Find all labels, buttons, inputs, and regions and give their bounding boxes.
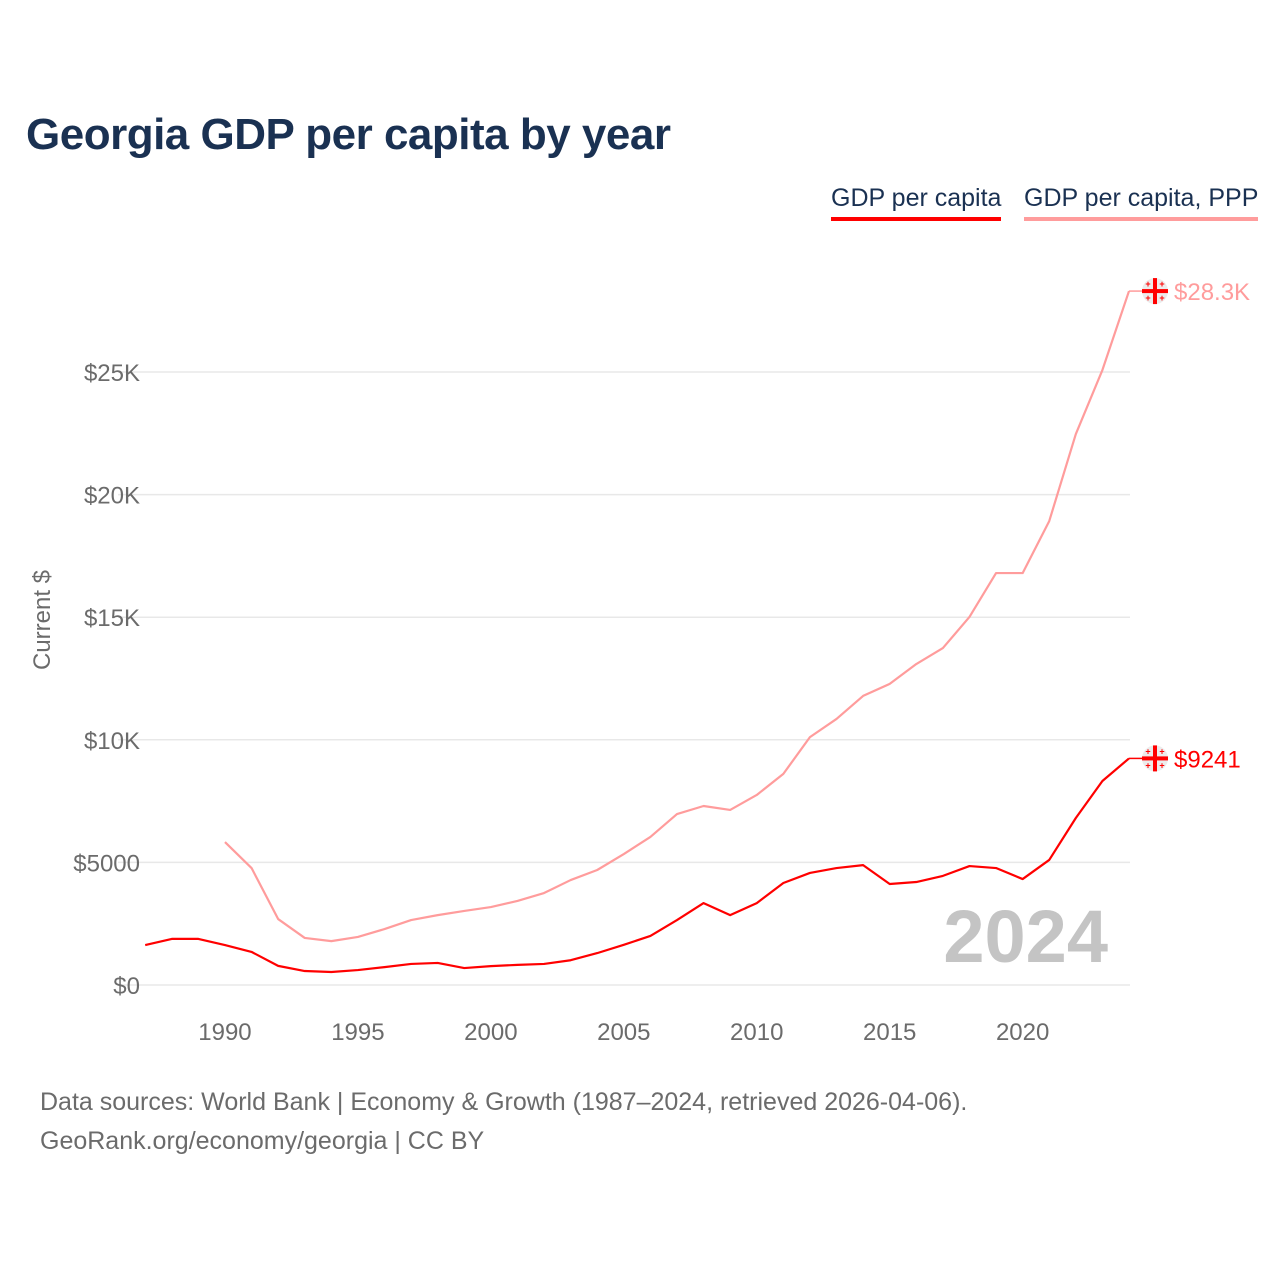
flag-icon-small-cross: + [1145,293,1150,303]
x-tick-label: 1995 [331,1019,384,1046]
chart-title: Georgia GDP per capita by year [26,110,671,159]
x-tick-label: 2010 [730,1019,783,1046]
x-tick-label: 2000 [464,1019,517,1046]
footer-attribution: GeoRank.org/economy/georgia | CC BY [40,1127,485,1155]
footer-sources: Data sources: World Bank | Economy & Gro… [40,1088,968,1116]
flag-icon-small-cross: + [1145,279,1150,289]
x-tick-label: 2015 [863,1019,916,1046]
y-tick-label: $25K [84,360,140,387]
flag-icon-small-cross: + [1159,760,1164,770]
y-tick-label: $0 [113,973,140,1000]
x-tick-label: 2005 [597,1019,650,1046]
series-line [224,290,1131,943]
flag-icon-small-cross: + [1159,279,1164,289]
year-watermark: 2024 [943,895,1108,978]
y-axis-label: Current $ [29,570,56,670]
x-tick-label: 1990 [198,1019,251,1046]
y-tick-label: $15K [84,605,140,632]
series-line [144,757,1130,974]
flag-icon-cross-h [1142,756,1168,761]
y-tick-label: $5000 [73,850,140,877]
legend-gdp-per-capita[interactable]: GDP per capita [831,184,1002,221]
legend-gdp-per-capita-ppp[interactable]: GDP per capita, PPP [1024,184,1259,221]
flag-icon-small-cross: + [1145,760,1150,770]
y-tick-label: $20K [84,483,140,510]
end-value-label: $28.3K [1174,279,1250,306]
flag-icon-small-cross: + [1159,746,1164,756]
flag-icon-small-cross: + [1145,746,1150,756]
y-tick-label: $10K [84,728,140,755]
end-value-label: $9241 [1174,746,1241,773]
x-tick-label: 2020 [996,1019,1049,1046]
flag-icon-cross-h [1142,289,1168,294]
flag-icon-small-cross: + [1159,293,1164,303]
